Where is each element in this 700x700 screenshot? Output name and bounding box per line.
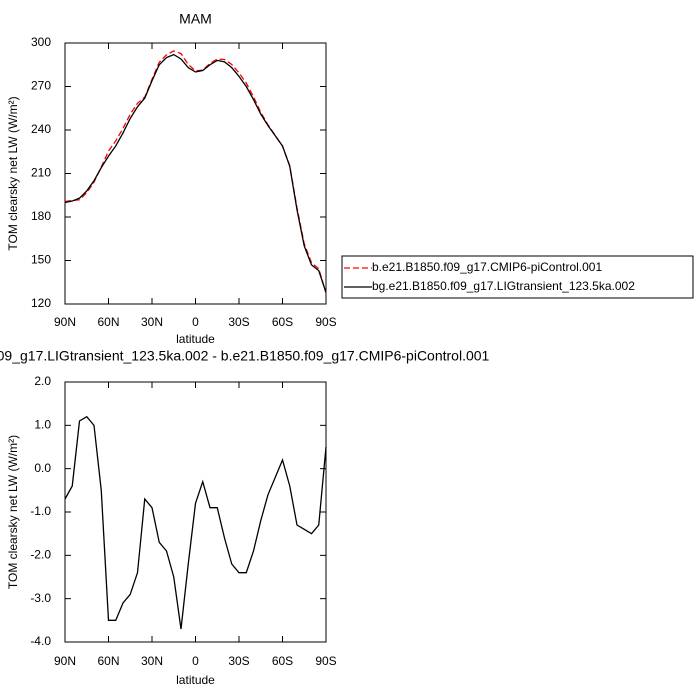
x-tick-label: 90N [54,654,76,668]
x-tick-label: 30N [141,654,163,668]
x-tick-label: 60N [97,654,119,668]
plot-frame [64,42,327,305]
data-line [64,53,327,293]
data-line [64,50,327,294]
y-tick-label: 150 [31,253,51,267]
x-tick-label: 30S [228,315,249,329]
x-tick-label: 90S [315,654,336,668]
x-tick-label: 60N [97,315,119,329]
y-tick-label: 300 [31,35,51,49]
y-tick-label: 2.0 [34,374,51,388]
y-axis-label: TOM clearsky net LW (W/m²) [6,96,20,250]
y-tick-label: 180 [31,209,51,223]
x-tick-label: 0 [192,315,199,329]
x-tick-label: 30N [141,315,163,329]
x-tick-label: 30S [228,654,249,668]
y-tick-label: -3.0 [30,591,51,605]
legend-label: bg.e21.B1850.f09_g17.LIGtransient_123.5k… [372,279,635,293]
y-tick-label: 0.0 [34,461,51,475]
y-tick-label: -1.0 [30,504,51,518]
x-tick-label: 90S [315,315,336,329]
y-tick-label: 270 [31,79,51,93]
x-axis-label: latitude [176,332,215,346]
legend-label: b.e21.B1850.f09_g17.CMIP6-piControl.001 [372,260,602,274]
y-tick-label: 1.0 [34,418,51,432]
x-tick-label: 90N [54,315,76,329]
y-axis-label: TOM clearsky net LW (W/m²) [6,435,20,589]
chart-title: bg.e21.B1850.f09_g17.LIGtransient_123.5k… [0,348,490,364]
y-tick-label: 210 [31,166,51,180]
y-tick-label: -2.0 [30,548,51,562]
x-tick-label: 0 [192,654,199,668]
chart-title: MAM [179,11,212,27]
x-axis-label: latitude [176,673,215,687]
data-line [64,415,327,630]
legend-box [341,255,694,299]
y-tick-label: -4.0 [30,634,51,648]
x-tick-label: 60S [272,654,293,668]
y-tick-label: 120 [31,296,51,310]
plot-frame [64,381,327,643]
y-tick-label: 240 [31,122,51,136]
x-tick-label: 60S [272,315,293,329]
